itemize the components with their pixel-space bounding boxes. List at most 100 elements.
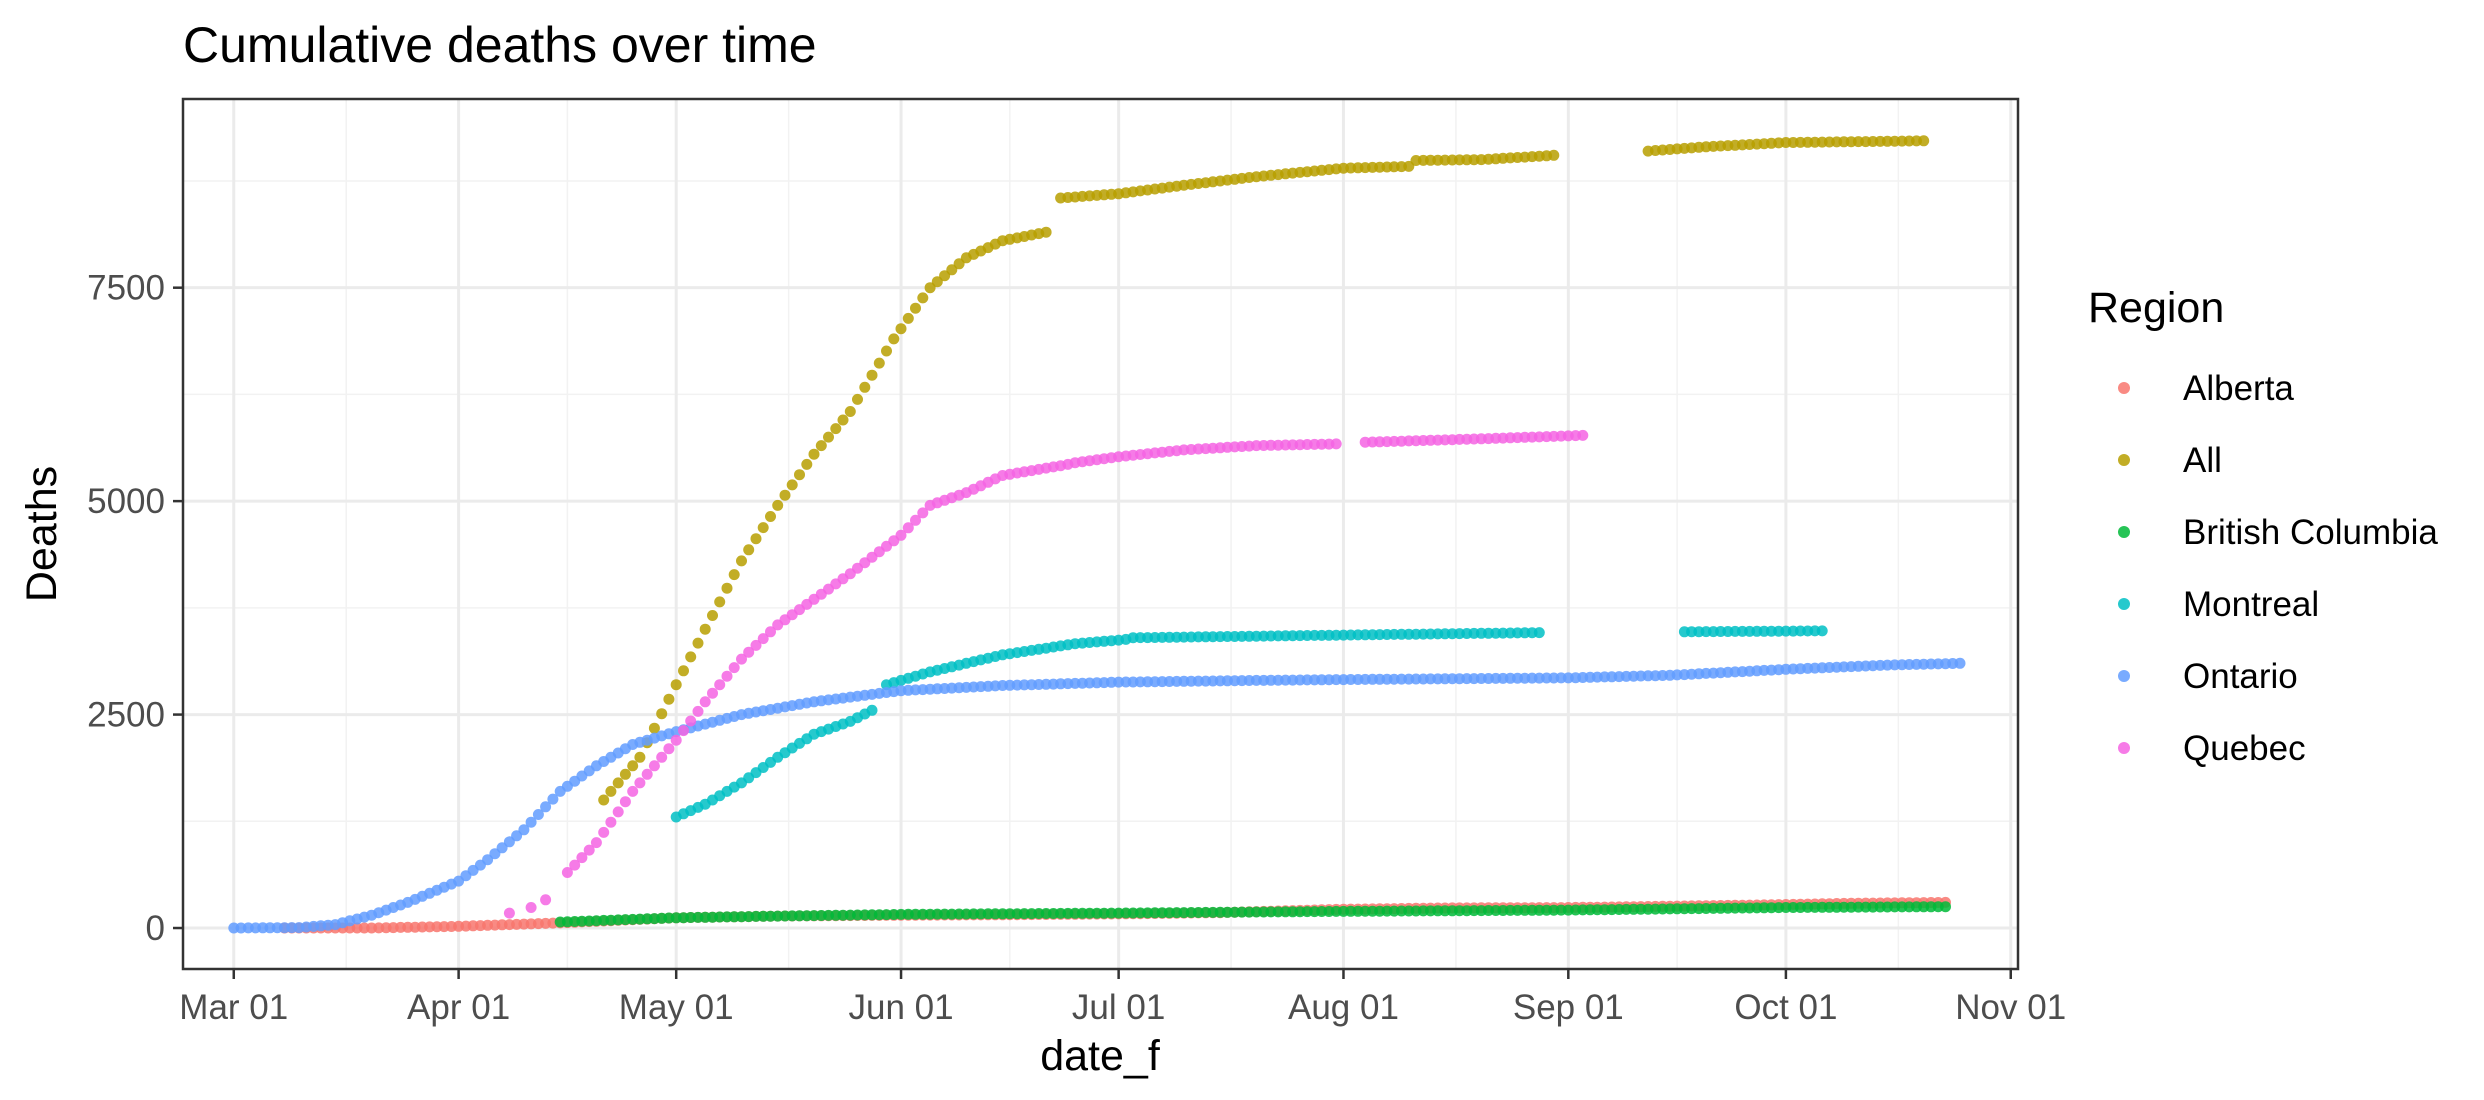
legend-item: Alberta [2118, 369, 2294, 408]
x-tick-label: Aug 01 [1288, 988, 1399, 1027]
data-point [525, 816, 537, 828]
data-point [496, 842, 508, 854]
data-point [1577, 429, 1589, 441]
y-tick-label: 0 [146, 909, 165, 948]
data-point [910, 514, 921, 526]
x-tick-label: Nov 01 [1955, 988, 2066, 1027]
data-point [728, 569, 740, 581]
data-point [663, 743, 675, 755]
data-point [844, 406, 856, 417]
legend-item: All [2118, 441, 2222, 480]
legend-key [2118, 742, 2130, 754]
data-point [728, 662, 740, 674]
legend-key [2118, 598, 2130, 610]
data-point [757, 633, 769, 645]
series-quebec [503, 429, 1589, 919]
data-point [699, 623, 711, 635]
legend-item: British Columbia [2118, 513, 2438, 552]
series-all [598, 135, 1930, 806]
data-point [895, 529, 907, 541]
data-point [678, 725, 689, 737]
data-point [931, 276, 943, 288]
legend-label: Ontario [2183, 657, 2298, 696]
series-ontario [228, 657, 1966, 934]
series-british-columbia [554, 901, 1951, 928]
data-point [656, 708, 668, 720]
data-point [540, 801, 552, 813]
data-point [765, 511, 776, 522]
data-point [1816, 625, 1828, 637]
data-point [873, 357, 885, 369]
data-point [707, 610, 718, 621]
data-point [736, 555, 747, 567]
data-point [540, 894, 552, 906]
data-point [634, 777, 646, 789]
legend: Region Alberta All British Columbia Montrea… [2088, 284, 2438, 768]
legend-label: Quebec [2183, 729, 2306, 768]
x-tick-label: May 01 [619, 988, 734, 1027]
y-tick-label: 5000 [87, 482, 165, 521]
data-point [612, 777, 624, 789]
data-point [917, 507, 929, 519]
data-point [670, 679, 682, 691]
legend-key [2118, 454, 2130, 466]
data-points [228, 135, 1966, 934]
data-point [1533, 627, 1545, 639]
data-point [619, 796, 631, 808]
x-tick-label: Oct 01 [1734, 988, 1837, 1027]
data-point [525, 902, 537, 913]
data-point [888, 333, 900, 345]
data-point [765, 626, 776, 638]
data-point [590, 837, 602, 849]
data-point [830, 423, 842, 435]
data-point [641, 768, 653, 780]
data-point [779, 489, 791, 501]
data-point [895, 323, 907, 335]
data-point [532, 809, 544, 820]
data-point [794, 469, 805, 481]
data-point [823, 431, 834, 443]
data-point [910, 302, 921, 314]
legend-label: Montreal [2183, 585, 2319, 624]
data-point [1918, 135, 1930, 147]
x-tick-label: Apr 01 [407, 988, 510, 1027]
grid-minor [183, 99, 2018, 969]
data-point [627, 785, 639, 797]
data-point [1940, 901, 1951, 913]
data-point [692, 705, 704, 717]
y-tick-label: 7500 [87, 269, 165, 308]
data-point [1954, 657, 1966, 669]
data-point [598, 826, 610, 838]
data-point [743, 544, 755, 556]
data-point [634, 751, 646, 763]
x-axis: Mar 01 Apr 01 May 01 Jun 01 Jul 01 Aug 01 Sep … [179, 969, 2066, 1027]
data-point [598, 794, 610, 806]
legend-key [2118, 670, 2130, 682]
data-point [648, 722, 660, 734]
data-point [518, 824, 530, 836]
data-point [648, 760, 660, 772]
data-point [678, 665, 689, 677]
data-point [750, 639, 762, 651]
data-point [583, 844, 595, 856]
data-point [670, 734, 682, 746]
legend-key [2118, 382, 2130, 394]
legend-key [2118, 526, 2130, 538]
data-point [707, 687, 718, 699]
data-point [511, 830, 523, 842]
x-tick-label: Jun 01 [848, 988, 953, 1027]
data-point [699, 696, 711, 708]
data-point [627, 760, 639, 772]
legend-title: Region [2088, 284, 2224, 332]
data-point [482, 854, 494, 866]
data-point [656, 751, 668, 763]
data-point [837, 414, 849, 426]
x-tick-label: Mar 01 [179, 988, 288, 1027]
data-point [946, 264, 958, 276]
data-point [917, 292, 929, 304]
data-point [685, 715, 697, 727]
legend-item: Quebec [2118, 729, 2306, 768]
data-point [721, 670, 733, 682]
data-point [902, 312, 914, 324]
data-point [721, 582, 733, 594]
